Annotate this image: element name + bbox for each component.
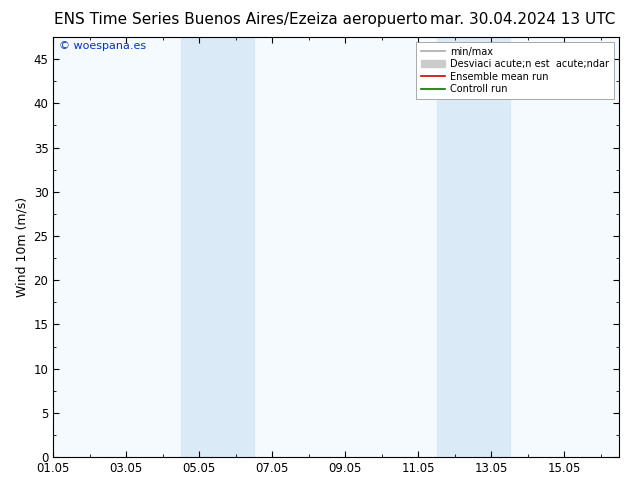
Text: © woespana.es: © woespana.es: [59, 41, 146, 51]
Text: mar. 30.04.2024 13 UTC: mar. 30.04.2024 13 UTC: [430, 12, 615, 27]
Bar: [181, 37, 254, 457]
Y-axis label: Wind 10m (m/s): Wind 10m (m/s): [15, 197, 28, 297]
Text: ENS Time Series Buenos Aires/Ezeiza aeropuerto: ENS Time Series Buenos Aires/Ezeiza aero…: [54, 12, 428, 27]
Bar: [437, 37, 510, 457]
Legend: min/max, Desviaci acute;n est  acute;ndar, Ensemble mean run, Controll run: min/max, Desviaci acute;n est acute;ndar…: [417, 42, 614, 99]
